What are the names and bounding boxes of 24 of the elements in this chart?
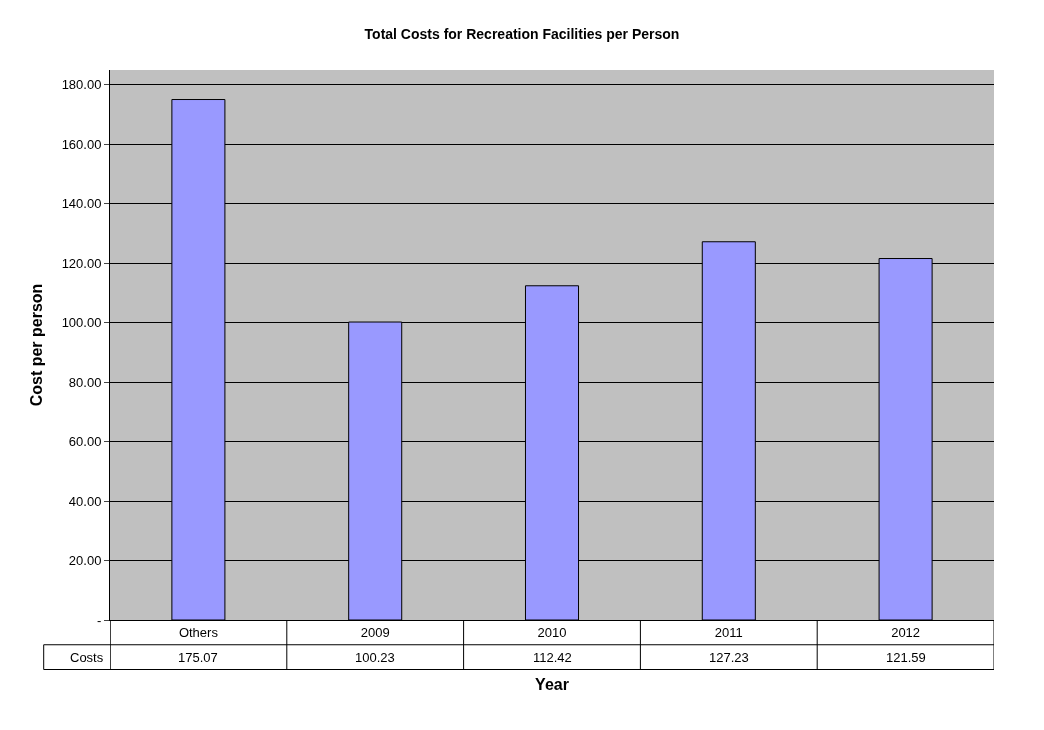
y-tick-label: 80.00 — [68, 374, 102, 390]
x-tick-label: 2012 — [891, 624, 921, 640]
data-label: 121.59 — [886, 650, 926, 665]
legend-label: Costs — [70, 650, 104, 665]
y-tick-label: - — [97, 612, 102, 628]
chart-title: Total Costs for Recreation Facilities per Person — [364, 26, 680, 42]
y-tick-label: 40.00 — [68, 493, 102, 509]
x-tick-label: Others — [178, 624, 219, 640]
y-tick-label: 60.00 — [68, 434, 102, 450]
data-label: 100.23 — [355, 650, 395, 665]
data-label: 175.07 — [178, 650, 218, 665]
x-tick-label: 2010 — [537, 624, 567, 640]
y-tick-label: 20.00 — [68, 553, 102, 569]
y-tick-label: 140.00 — [61, 196, 102, 212]
data-label: 127.23 — [709, 650, 749, 665]
x-axis-title: Year — [535, 676, 569, 694]
x-tick-label: 2011 — [714, 624, 743, 640]
y-tick-label: 180.00 — [61, 77, 102, 93]
y-tick-label: 100.00 — [61, 315, 102, 331]
x-tick-label: 2009 — [360, 624, 390, 640]
y-tick-label: 160.00 — [61, 136, 102, 152]
y-tick-label: 120.00 — [61, 255, 102, 271]
y-axis-title: Cost per person — [27, 283, 45, 407]
data-label: 112.42 — [533, 650, 572, 665]
